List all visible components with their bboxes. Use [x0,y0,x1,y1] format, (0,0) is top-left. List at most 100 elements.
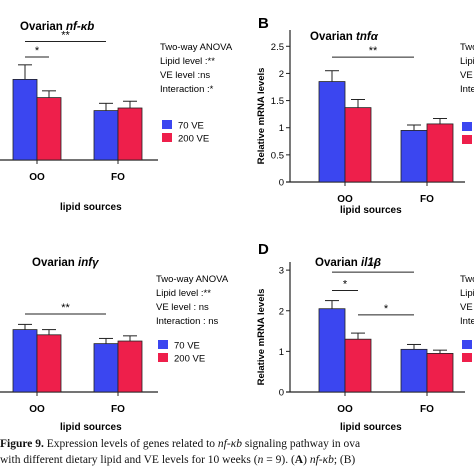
panel-title: Ovarian tnfα [310,31,379,43]
anova-stat-line: VE [460,302,473,313]
anova-stat-line: Interaction : ns [156,316,219,327]
title-gene: infγ [78,257,99,269]
y-tick-label: 3 [279,266,284,277]
bar-ve200 [344,107,372,183]
legend-label: 70 VE [174,341,200,352]
significance-label: ** [61,302,70,314]
legend-swatch [158,353,168,362]
significance-label: * [343,278,348,290]
anova-stat-line: VE le [460,70,474,81]
panel-letter: B [258,15,269,32]
bar-ve70 [400,348,428,393]
y-axis-label: Relative mRNA levels [256,68,267,165]
x-axis-label: lipid sources [60,202,122,213]
x-axis-label: lipid sources [340,205,402,216]
anova-stat-line: VE level : ns [156,302,209,313]
panel-letter: D [258,241,269,258]
anova-stat-line: Two-way ANOVA [160,42,233,53]
title-gene: nf-κb [66,21,94,33]
bar-ve200 [36,334,62,393]
caption-line2-a: with different dietary lipid and VE leve… [0,454,258,466]
x-axis-label: lipid sources [340,422,402,433]
title-prefix: Ovarian [310,31,356,43]
caption-text-rest: signaling pathway in ova [241,438,361,450]
legend-label: 70 VE [178,121,204,132]
legend-swatch [462,122,472,131]
bar-ve70 [400,130,428,183]
caption-line2-d: ; (B) [333,454,356,466]
significance-label: * [35,45,40,57]
category-label: OO [29,404,45,415]
panel-title: Ovarian infγ [32,257,99,269]
bar-ve200 [36,97,62,161]
caption-line2-b: = 9). ( [263,454,295,466]
y-tick-label: 2.5 [271,42,284,53]
anova-stat-line: Two-way ANOVA [156,274,229,285]
legend-swatch [162,133,172,142]
bar-ve70 [93,110,119,161]
caption-gene: nf-κb [217,438,242,450]
anova-stat-line: Lipid level :** [160,56,215,67]
category-label: OO [337,404,353,415]
category-label: FO [420,404,434,415]
anova-stat-line: Lipid [460,288,474,299]
title-prefix: Ovarian [20,21,66,33]
category-label: OO [337,194,353,205]
legend-label: 200 VE [178,134,209,145]
title-gene: il1β [361,257,381,269]
bar-ve70 [12,329,38,393]
x-axis-label: lipid sources [60,422,122,433]
caption-n: n [257,454,264,466]
panel-3: Ovarian infγ OO FO lipid sources ** Two-way A… [0,257,229,433]
legend-swatch [462,135,472,144]
y-tick-label: 1.5 [271,96,284,107]
title-prefix: Ovarian [32,257,78,269]
caption-panel-a: A [294,454,304,466]
y-tick-label: 1 [279,123,284,134]
caption-line-2: with different dietary lipid and VE leve… [0,452,474,468]
legend-label: 200 VE [174,354,205,365]
bar-ve200 [117,107,143,161]
y-tick-label: 2 [279,69,284,80]
y-tick-label: 2 [279,306,284,317]
bar-ve70 [318,308,346,393]
panel-4: D Ovarian il1β 0 1 2 3 Relative mRNA levels OO F… [256,241,474,433]
category-label: FO [111,172,125,183]
bar-ve70 [12,79,38,161]
anova-stat-line: Two- [460,274,474,285]
significance-label: ** [61,29,70,41]
bar-ve70 [93,343,119,393]
bar-ve200 [426,123,454,183]
significance-label: ** [369,45,378,57]
figure-caption: Figure 9. Expression levels of genes rel… [0,436,474,468]
y-tick-label: 1 [279,347,284,358]
legend-swatch [462,353,472,362]
panel-2: B Ovarian tnfα 0 0.5 1 1.5 2 2.5 Relative mRNA l… [256,15,474,216]
anova-stat-line: Lipid le [460,56,474,67]
title-prefix: Ovarian [315,257,361,269]
anova-stat-line: Lipid level :** [156,288,211,299]
bar-ve200 [117,340,143,393]
caption-line-1: Figure 9. Expression levels of genes rel… [0,436,474,452]
y-tick-label: 0 [279,388,284,399]
bar-ve200 [426,353,454,393]
caption-label: Figure 9. [0,438,44,450]
anova-stat-line: Two-way [460,42,474,53]
anova-stat-line: Inte [460,316,474,327]
category-label: OO [29,172,45,183]
bar-ve70 [318,81,346,183]
significance-label: * [384,303,389,315]
caption-line2-gene: nf-κb [309,454,334,466]
significance-label: ** [369,260,378,272]
category-label: FO [111,404,125,415]
title-gene: tnfα [356,31,379,43]
caption-text: Expression levels of genes related to [43,438,218,450]
anova-stat-line: Interaction :* [160,84,214,95]
y-tick-label: 0.5 [271,150,284,161]
anova-stat-line: Interac [460,84,474,95]
panel-title: Ovarian nf-κb [20,21,94,33]
category-label: FO [420,194,434,205]
bar-ve200 [344,338,372,393]
